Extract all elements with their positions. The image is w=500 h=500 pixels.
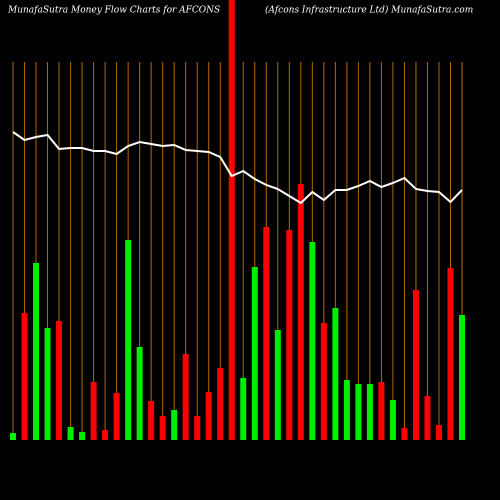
- chart-subtitle: (Afcons Infrastructure Ltd) MunafaSutra.…: [265, 5, 473, 16]
- bar: [389, 400, 396, 440]
- bar: [355, 384, 362, 440]
- bar: [125, 240, 132, 440]
- bar: [447, 268, 454, 440]
- bar: [435, 425, 442, 440]
- bar: [136, 347, 143, 440]
- bar: [21, 313, 28, 440]
- bar: [424, 396, 431, 440]
- bar: [44, 328, 51, 440]
- bar: [263, 227, 270, 440]
- bar: [332, 308, 339, 440]
- bar: [366, 384, 373, 440]
- bar: [171, 410, 178, 440]
- chart-title: MunafaSutra Money Flow Charts for AFCONS: [7, 6, 220, 16]
- bar: [148, 401, 155, 440]
- bar: [194, 416, 201, 440]
- bar: [412, 290, 419, 440]
- bar: [228, 0, 235, 440]
- bar: [10, 433, 16, 440]
- bar: [56, 321, 63, 440]
- bar: [309, 242, 316, 440]
- bar: [102, 430, 109, 440]
- bar: [182, 354, 189, 440]
- bar: [33, 263, 40, 440]
- bar: [205, 392, 212, 440]
- bar: [320, 323, 327, 440]
- bar: [297, 184, 304, 440]
- bar: [67, 427, 74, 440]
- bar: [240, 378, 247, 440]
- bar: [274, 330, 281, 440]
- bar: [251, 267, 258, 440]
- bar: [113, 393, 120, 440]
- bar: [217, 368, 224, 440]
- bar: [79, 432, 86, 440]
- bar: [401, 428, 408, 440]
- bar: [90, 382, 97, 440]
- bar: [459, 315, 465, 440]
- price-line: [12, 131, 463, 205]
- bar: [378, 382, 385, 440]
- bar: [343, 380, 350, 440]
- bar: [159, 416, 166, 440]
- bar: [286, 230, 293, 440]
